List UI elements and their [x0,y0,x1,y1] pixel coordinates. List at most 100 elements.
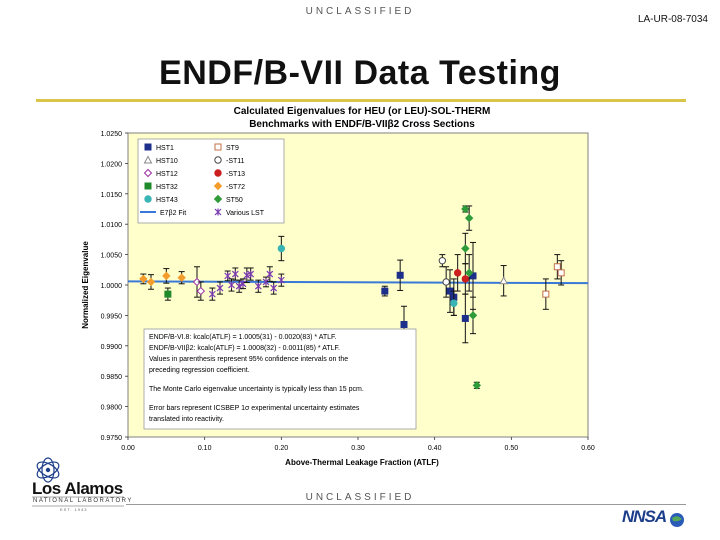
nnsa-globe-icon [670,513,684,527]
legend-label: ST9 [226,145,239,152]
data-point [464,268,474,278]
y-axis-label: Normalized Eigenvalue [81,241,90,329]
data-point [216,284,224,292]
data-point [162,271,171,281]
data-point [239,280,247,288]
data-point [557,269,565,277]
annotation-text: Error bars represent ICSBEP 1σ experimen… [149,405,360,412]
data-point [542,290,550,298]
data-point [464,213,474,223]
data-point [231,270,239,278]
annotation-text: preceding regression coefficient. [149,367,250,374]
legend-box [137,138,285,224]
x-tick-label: 0.10 [198,445,212,452]
data-point [461,275,470,283]
y-tick-label: 1.0150 [101,192,123,199]
data-point [196,286,206,296]
legend-label: -ST13 [226,171,245,178]
classification-header: UNCLASSIFIED [305,6,415,17]
data-point [228,281,235,289]
legend-label: HST12 [156,171,178,178]
footer-rule [126,504,686,505]
data-point [438,256,447,265]
data-point [277,244,286,253]
slide-title: ENDF/B-VII Data Testing [159,54,561,92]
data-point [177,273,186,282]
data-point [442,278,450,286]
legend-label: Various LST [226,210,265,217]
chart-subtitle: Benchmarks with ENDF/B-VIIβ2 Cross Secti… [249,119,475,130]
y-tick-label: 1.0200 [101,161,123,168]
data-point [262,278,270,286]
annotation-text: ENDF/B-VIIβ2: kcalc(ATLF) = 1.0008(32) -… [149,345,340,352]
y-tick-label: 1.0100 [101,222,123,229]
x-tick-label: 0.60 [581,445,595,452]
data-point [450,299,458,307]
legend-label: HST32 [156,184,178,191]
lanl-established: EST. 1943 [60,507,88,512]
data-point [139,274,148,284]
x-axis-label: Above-Thermal Leakage Fraction (ATLF) [285,458,439,467]
x-tick-label: 0.30 [351,445,365,452]
legend-marker [144,195,152,203]
fit-line [127,280,589,285]
legend-marker [143,168,153,178]
y-tick-label: 1.0250 [101,131,123,138]
legend-marker [213,181,223,191]
legend-marker [144,182,152,190]
legend-marker [214,208,222,216]
x-tick-label: 0.50 [505,445,519,452]
data-point [208,290,216,298]
lanl-logo-icon [32,457,124,507]
data-point [396,271,404,279]
lanl-name: Los Alamos [32,479,123,498]
data-point [192,277,202,287]
data-point [461,204,470,214]
data-point [461,244,470,253]
legend-label: HST43 [156,197,178,204]
y-tick-label: 0.9950 [101,313,123,320]
data-point [381,287,389,295]
legend-label: HST1 [156,145,174,152]
data-point [499,276,509,285]
legend-label: HST10 [156,158,178,165]
legend-marker [143,155,153,164]
y-tick-label: 1.0000 [101,283,123,290]
legend-marker [144,143,152,151]
data-point [247,270,255,278]
chart-title: Calculated Eigenvalues for HEU (or LEU)-… [234,106,491,117]
nnsa-logo-text: NNSA [622,507,667,526]
legend-label: -ST11 [226,158,245,165]
data-point [266,270,274,278]
data-point [400,321,408,329]
x-tick-label: 0.20 [275,445,289,452]
data-point [553,263,561,271]
y-tick-label: 0.9800 [101,405,123,412]
chart-frame: Calculated Eigenvalues for HEU (or LEU)-… [76,103,596,475]
legend-marker [214,156,222,164]
y-tick-label: 0.9750 [101,435,123,442]
data-point [277,276,285,284]
data-point [472,381,482,390]
data-point [270,284,278,292]
eigenvalue-chart: Calculated Eigenvalues for HEU (or LEU)-… [81,106,595,467]
annotation-text: The Monte Carlo eigenvalue uncertainty i… [149,386,364,393]
y-tick-label: 1.0050 [101,253,123,260]
legend-label: -ST72 [226,184,245,191]
x-tick-label: 0.00 [121,445,135,452]
data-point [254,282,262,290]
classification-footer: UNCLASSIFIED [305,492,415,503]
annotation-text: ENDF/B-VI.8: kcalc(ATLF) = 1.0005(31) - … [149,334,337,341]
legend-label: E7β2 Fit [160,210,186,217]
document-id: LA-UR-08-7034 [637,14,708,25]
y-tick-label: 0.9900 [101,344,123,351]
x-tick-label: 0.40 [428,445,442,452]
data-point [453,269,462,277]
data-point [461,314,469,322]
data-point [164,290,172,298]
legend-label: ST50 [226,197,243,204]
annotation-box [143,328,417,430]
annotation-text: translated into reactivity. [149,416,224,423]
data-point [146,277,156,287]
data-point [224,272,232,280]
